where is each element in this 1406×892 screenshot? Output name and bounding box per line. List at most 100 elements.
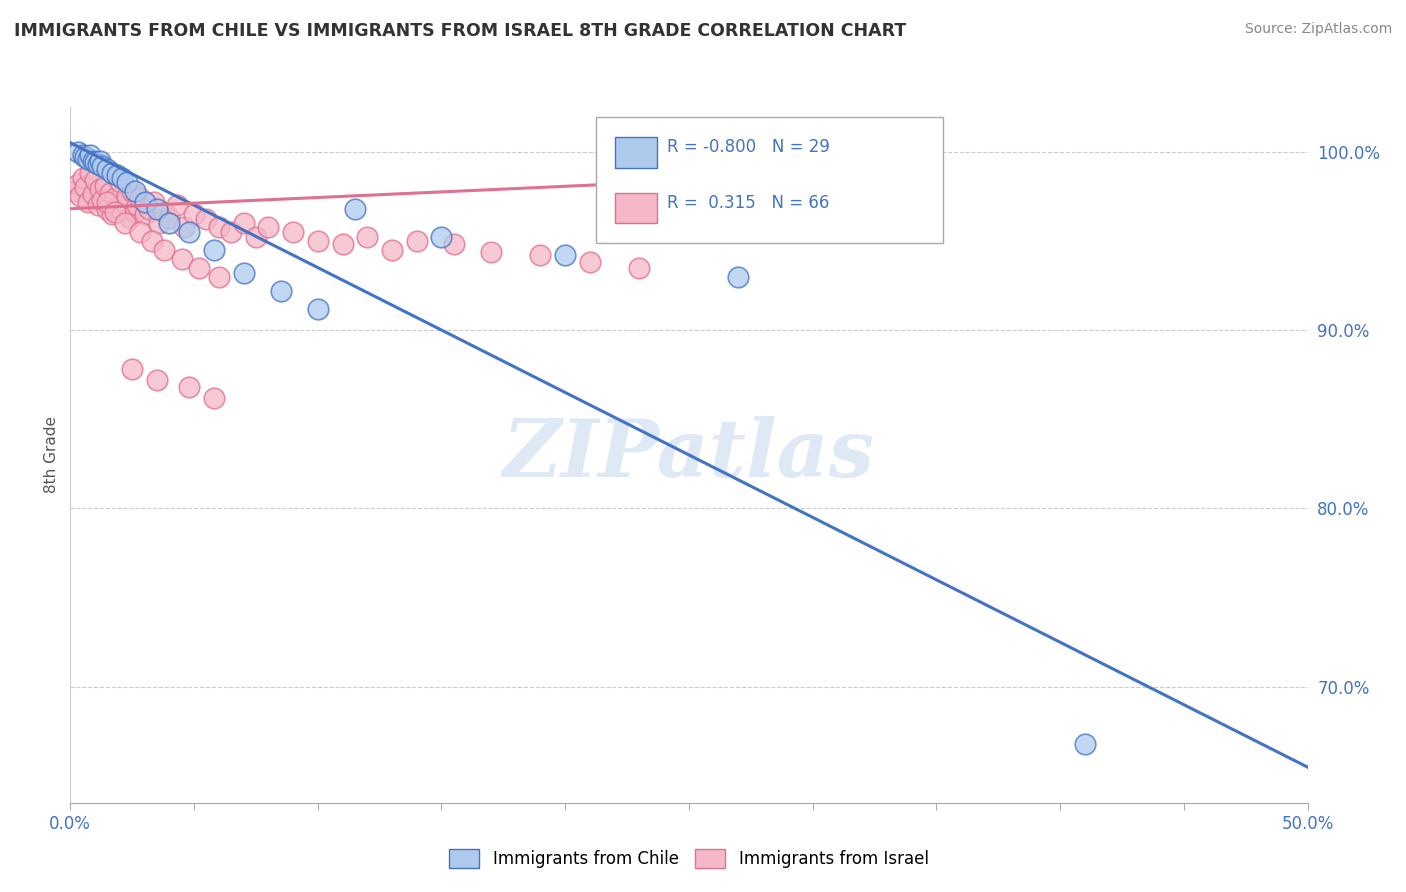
Point [356, 230, 378, 244]
Point [1074, 737, 1097, 751]
Point [153, 243, 176, 257]
Point [281, 225, 304, 239]
FancyBboxPatch shape [614, 137, 657, 168]
Point [128, 191, 150, 205]
Point [72, 171, 94, 186]
Point [166, 198, 188, 212]
Point [127, 198, 149, 212]
Point [118, 211, 141, 225]
Point [177, 380, 200, 394]
Point [245, 230, 267, 244]
Point [89, 153, 111, 168]
Point [232, 266, 254, 280]
Point [121, 184, 143, 198]
Point [173, 219, 195, 234]
Point [177, 225, 200, 239]
Point [121, 362, 143, 376]
Point [443, 237, 465, 252]
Point [146, 373, 169, 387]
Text: ZIPatlas: ZIPatlas [503, 417, 875, 493]
Point [727, 269, 749, 284]
Point [69, 189, 91, 203]
Point [96, 202, 118, 216]
Point [208, 269, 231, 284]
Text: R =  0.315   N = 66: R = 0.315 N = 66 [666, 194, 830, 212]
Point [219, 225, 242, 239]
FancyBboxPatch shape [614, 193, 657, 223]
Point [76, 152, 98, 166]
Point [101, 166, 124, 180]
Point [72, 148, 94, 162]
Point [257, 219, 280, 234]
Point [195, 212, 218, 227]
Point [104, 191, 127, 205]
Point [157, 216, 180, 230]
FancyBboxPatch shape [596, 118, 942, 243]
Point [111, 203, 134, 218]
Point [141, 234, 163, 248]
Point [270, 284, 292, 298]
Point [202, 243, 225, 257]
Point [108, 175, 131, 189]
Point [529, 248, 551, 262]
Point [82, 153, 104, 168]
Point [105, 168, 128, 182]
Point [202, 391, 225, 405]
Point [134, 207, 156, 221]
Point [115, 175, 138, 189]
Point [101, 207, 124, 221]
Point [143, 194, 166, 209]
Point [208, 219, 231, 234]
Point [138, 202, 160, 216]
Point [157, 211, 180, 225]
Point [405, 234, 427, 248]
Legend: Immigrants from Chile, Immigrants from Israel: Immigrants from Chile, Immigrants from I… [443, 842, 935, 874]
Point [232, 216, 254, 230]
Point [79, 148, 101, 162]
Point [84, 173, 107, 187]
Point [89, 182, 111, 196]
Point [105, 200, 128, 214]
Point [66, 177, 89, 191]
Point [79, 166, 101, 180]
Point [128, 225, 150, 239]
Point [96, 162, 118, 177]
Point [188, 260, 211, 275]
Point [76, 194, 98, 209]
Point [430, 230, 453, 244]
Point [66, 145, 89, 159]
Point [307, 301, 329, 316]
Point [479, 244, 502, 259]
Y-axis label: 8th Grade: 8th Grade [44, 417, 59, 493]
Point [307, 234, 329, 248]
Point [98, 186, 121, 200]
Point [91, 159, 114, 173]
Text: Source: ZipAtlas.com: Source: ZipAtlas.com [1244, 22, 1392, 37]
Point [86, 157, 108, 171]
Point [91, 193, 114, 207]
Point [94, 178, 117, 193]
Point [343, 202, 366, 216]
Point [84, 155, 107, 169]
Point [104, 205, 127, 219]
Point [183, 207, 205, 221]
Point [134, 194, 156, 209]
Point [332, 237, 354, 252]
Point [554, 248, 576, 262]
Point [65, 184, 87, 198]
Point [579, 255, 602, 269]
Text: IMMIGRANTS FROM CHILE VS IMMIGRANTS FROM ISRAEL 8TH GRADE CORRELATION CHART: IMMIGRANTS FROM CHILE VS IMMIGRANTS FROM… [14, 22, 907, 40]
Point [82, 187, 104, 202]
Point [86, 198, 108, 212]
Point [170, 252, 193, 266]
Point [124, 205, 146, 219]
Point [75, 150, 97, 164]
Point [148, 216, 170, 230]
Point [114, 216, 136, 230]
Point [124, 184, 146, 198]
Point [381, 243, 404, 257]
Point [114, 196, 136, 211]
Text: R = -0.800   N = 29: R = -0.800 N = 29 [666, 138, 830, 156]
Point [146, 202, 169, 216]
Point [115, 189, 138, 203]
